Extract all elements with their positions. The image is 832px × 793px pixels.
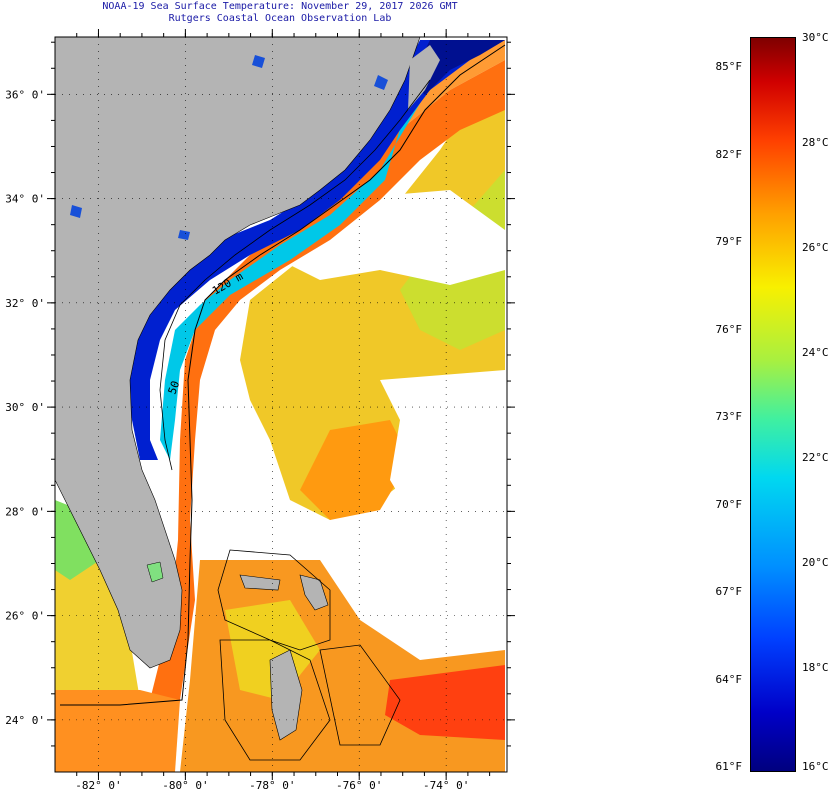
colorbar-fahrenheit-label: 79°F [715,235,743,249]
bahamas-bank-contour [217,549,401,761]
lake-okeechobee [146,561,164,583]
map-subtitle: Rutgers Coastal Ocean Observation Lab [168,13,392,24]
isobath-50m [159,79,431,471]
colorbar-celsius-label: 20°C [802,556,829,569]
temperature-colorbar [750,37,796,772]
colorbar-fahrenheit-label: 67°F [715,585,743,599]
colorbar-celsius-label: 26°C [802,241,829,254]
land-mass [55,37,421,669]
bahamas-grand [239,574,281,591]
florida-keys-water [55,690,180,772]
lat-label: 28° 0' [5,505,45,518]
longitude-axis: -82° 0' -80° 0' -78° 0' -76° 0' -74° 0' [75,29,491,792]
colorbar-fahrenheit-label: 61°F [715,760,743,773]
colorbar-celsius-label: 30°C [802,31,829,44]
colorbar-celsius-label: 28°C [802,136,829,149]
lon-label: -82° 0' [75,779,121,792]
isobath-label-50m: 50 [166,379,183,396]
gulf-mexico-green [55,500,100,580]
lat-label: 34° 0' [5,193,45,206]
lon-label: -74° 0' [423,779,469,792]
lat-label: 30° 0' [5,401,45,414]
south-red-water [385,665,505,740]
peninsula-tip [408,45,440,110]
isobath-120m [60,44,506,706]
lat-label: 36° 0' [5,88,45,101]
colorbar-celsius-label: 22°C [802,451,829,464]
lat-label: 32° 0' [5,297,45,310]
colorbar-fahrenheit-label: 73°F [715,410,743,424]
orange-offshore-patch [300,420,410,520]
colorbar-celsius-label: 16°C [802,760,829,773]
cloud-patch-2 [380,370,505,530]
colorbar-fahrenheit-label: 64°F [715,672,743,686]
colorbar-fahrenheit-label: 82°F [715,147,743,161]
colorbar-fahrenheit-label: 76°F [715,322,743,336]
colorbar-fahrenheit-label: 85°F [715,60,743,74]
latitude-axis: 36° 0' 34° 0' 32° 0' 30° 0' 28° 0' 26° 0' 24° … [5,41,515,747]
cloud-patch-3 [300,520,505,650]
map-title: NOAA-19 Sea Surface Temperature: Novembe… [102,1,458,12]
lat-label: 24° 0' [5,714,45,727]
lon-label: -80° 0' [162,779,208,792]
map-field [55,37,507,772]
colorbar-fahrenheit-label: 70°F [715,497,743,511]
lon-label: -76° 0' [336,779,382,792]
colorbar-celsius-label: 24°C [802,346,829,359]
gulf-of-mexico-water [55,540,140,700]
map-frame [54,36,508,773]
lat-label: 26° 0' [5,610,45,623]
colorbar-celsius-label: 18°C [802,661,829,674]
lon-label: -78° 0' [249,779,295,792]
bahamas-abaco [299,574,329,611]
